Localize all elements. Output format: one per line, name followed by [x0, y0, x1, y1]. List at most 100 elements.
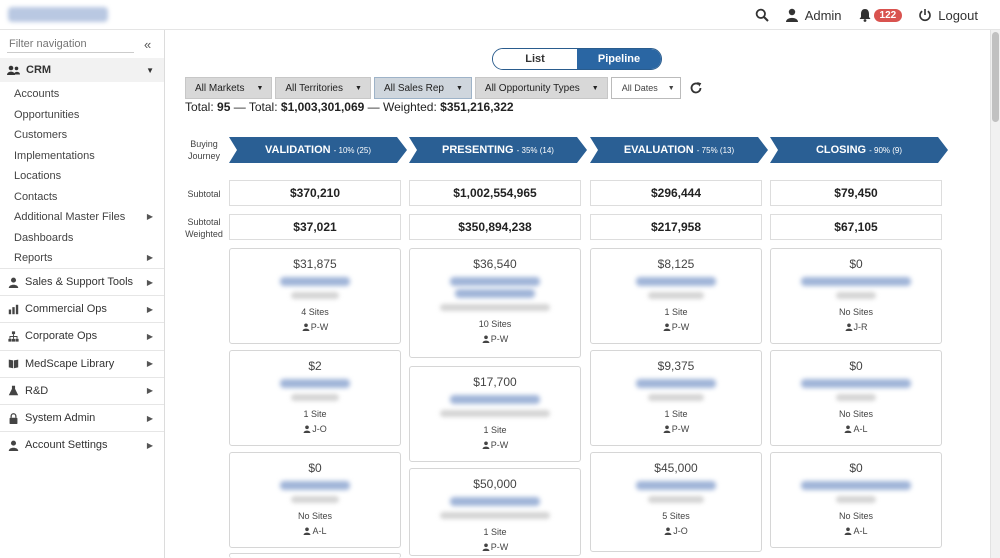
opportunity-card[interactable]: $0 No Sites A-L	[770, 452, 942, 548]
caret-down-icon: ▼	[256, 84, 264, 92]
opportunity-card[interactable]: $50,000 1 Site P-W	[409, 468, 581, 556]
sidebar-item-reports[interactable]: Reports ▶	[0, 248, 164, 269]
subtotal-weighted-label: Subtotal Weighted	[185, 217, 223, 239]
opportunity-card[interactable]: $8,125 1 Site P-W	[590, 248, 762, 344]
crm-subnav: Accounts Opportunities Customers Implementa…	[0, 84, 164, 269]
stage-label: EVALUATION - 75% (13)	[590, 137, 768, 163]
sales-rep-filter[interactable]: All Sales Rep ▼	[373, 77, 472, 99]
logout-button[interactable]: Logout	[918, 8, 978, 23]
sidebar-item-r-d[interactable]: R&D ▶	[0, 376, 164, 404]
opportunity-types-filter-label: All Opportunity Types	[484, 82, 580, 94]
flask-icon	[7, 385, 19, 397]
site-count: 1 Site	[664, 307, 688, 317]
scroll-thumb[interactable]	[992, 32, 999, 122]
collapse-sidebar-icon[interactable]: «	[144, 36, 152, 52]
opportunity-card[interactable]: $0 No Sites A-L	[770, 350, 942, 446]
sidebar-item-account-settings[interactable]: Account Settings ▶	[0, 431, 164, 459]
user-icon	[7, 439, 19, 451]
sidebar-item-medscape-library[interactable]: MedScape Library ▶	[0, 349, 164, 377]
redacted-opportunity-name	[280, 277, 350, 286]
redacted-opportunity-name	[280, 379, 350, 388]
site-count: 1 Site	[303, 409, 327, 419]
search-button[interactable]	[755, 8, 769, 22]
user-name: Admin	[804, 7, 842, 23]
sales-rep: P-W	[410, 334, 580, 345]
sidebar-item-label: Account Settings	[25, 439, 108, 452]
opportunity-card[interactable]: $0 No Sites A-L	[229, 452, 401, 548]
pipeline-view-button[interactable]: Pipeline	[577, 49, 661, 69]
filter-bar: All Markets ▼ All Territories ▼ All Sales …	[185, 77, 703, 99]
stage-name: PRESENTING	[442, 144, 514, 156]
redacted-opportunity-name	[450, 497, 540, 506]
stage-label: VALIDATION - 10% (25)	[229, 137, 407, 163]
opportunity-card[interactable]: $9,375 1 Site P-W	[590, 350, 762, 446]
top-bar: Admin 122 Logout	[0, 0, 1000, 30]
sidebar-item-sales-support-tools[interactable]: Sales & Support Tools ▶	[0, 268, 164, 296]
sales-rep: J-O	[591, 526, 761, 537]
sidebar-item-customers[interactable]: Customers	[0, 125, 164, 146]
chevron-right-icon: ▶	[146, 212, 153, 221]
sidebar-item-opportunities[interactable]: Opportunities	[0, 105, 164, 126]
subtotal-closing: $79,450	[770, 180, 942, 206]
redacted-opportunity-name	[801, 481, 911, 490]
stage-header-evaluation: EVALUATION - 75% (13)	[590, 137, 768, 163]
sidebar-item-implementations[interactable]: Implementations	[0, 146, 164, 167]
list-view-button[interactable]: List	[493, 49, 577, 69]
opportunity-amount: $36,540	[473, 257, 517, 271]
sales-rep-initials: A-L	[853, 526, 868, 536]
subtotal-weighted-evaluation: $217,958	[590, 214, 762, 240]
sidebar-item-label: Locations	[14, 170, 62, 182]
notifications-button[interactable]: 122	[858, 8, 903, 22]
opportunity-amount: $2	[308, 359, 322, 373]
opportunity-card[interactable]: $36,540 10 Sites P-W	[409, 248, 581, 358]
total-amount: $1,003,301,069	[280, 100, 365, 114]
dates-select[interactable]: All Dates ▼	[610, 77, 681, 99]
sidebar-item-label: Implementations	[14, 149, 95, 162]
main-nav: Sales & Support Tools ▶ Commercial Ops ▶ Cor…	[0, 268, 164, 459]
redacted-opportunity-name	[801, 277, 911, 286]
opportunity-card[interactable]	[229, 553, 401, 558]
redacted-account-name	[440, 512, 550, 519]
opportunity-amount: $0	[849, 257, 863, 271]
redacted-opportunity-name	[280, 481, 350, 490]
markets-filter[interactable]: All Markets ▼	[185, 77, 273, 99]
redacted-account-name	[440, 304, 550, 311]
sales-rep-initials: P-W	[490, 334, 509, 344]
count-label: Total:	[185, 100, 214, 114]
territories-filter[interactable]: All Territories ▼	[275, 77, 371, 99]
sales-rep-initials: P-W	[490, 440, 509, 450]
sales-rep: J-O	[230, 424, 400, 435]
opportunity-card[interactable]: $45,000 5 Sites J-O	[590, 452, 762, 552]
user-icon	[663, 425, 671, 433]
sales-rep-initials: P-W	[671, 322, 690, 332]
page-scrollbar[interactable]	[990, 30, 1000, 558]
opportunity-types-filter[interactable]: All Opportunity Types ▼	[474, 77, 608, 99]
sidebar-item-crm[interactable]: CRM ▼	[0, 58, 164, 82]
user-icon	[664, 527, 672, 535]
redacted-opportunity-name	[636, 277, 716, 286]
sidebar-item-commercial-ops[interactable]: Commercial Ops ▶	[0, 295, 164, 323]
sidebar-item-dashboards[interactable]: Dashboards	[0, 228, 164, 249]
filter-navigation-input[interactable]	[7, 35, 134, 53]
sidebar-item-label: Reports	[14, 252, 53, 264]
sales-rep: P-W	[230, 322, 400, 333]
app-logo[interactable]	[8, 7, 108, 22]
sidebar-item-accounts[interactable]: Accounts	[0, 84, 164, 105]
user-menu[interactable]: Admin	[785, 8, 842, 23]
opportunity-card[interactable]: $17,700 1 Site P-W	[409, 366, 581, 462]
opportunity-card[interactable]: $31,875 4 Sites P-W	[229, 248, 401, 344]
user-icon	[663, 323, 671, 331]
sidebar-item-contacts[interactable]: Contacts	[0, 187, 164, 208]
sidebar-item-system-admin[interactable]: System Admin ▶	[0, 403, 164, 432]
sidebar-item-corporate-ops[interactable]: Corporate Ops ▶	[0, 322, 164, 350]
sales-rep-initials: A-L	[853, 424, 868, 434]
refresh-icon[interactable]	[689, 81, 703, 95]
sidebar-item-locations[interactable]: Locations	[0, 166, 164, 187]
opportunity-card[interactable]: $0 No Sites J-R	[770, 248, 942, 344]
user-icon	[304, 527, 311, 535]
dates-select-value: All Dates	[621, 83, 658, 93]
opportunity-card[interactable]: $2 1 Site J-O	[229, 350, 401, 446]
sidebar-item-additional-master-files[interactable]: Additional Master Files ▶	[0, 207, 164, 228]
sidebar-item-label: Accounts	[14, 88, 60, 100]
power-icon	[919, 9, 931, 22]
